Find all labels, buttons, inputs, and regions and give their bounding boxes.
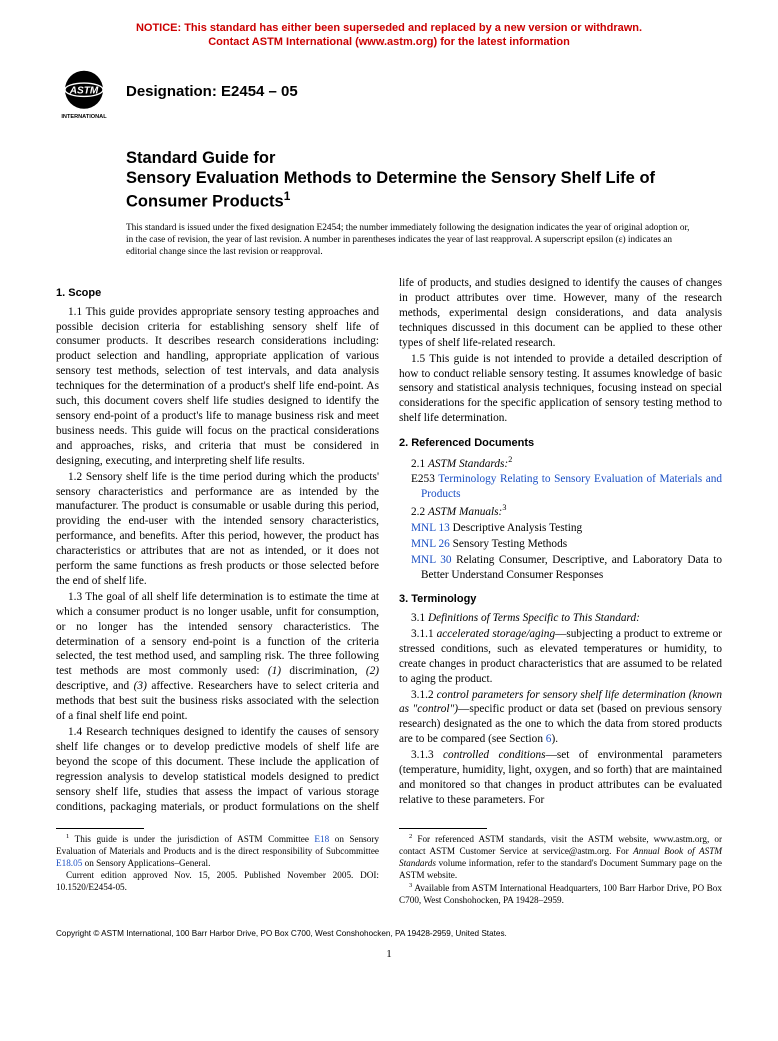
notice-line-2: Contact ASTM International (www.astm.org… <box>208 36 570 48</box>
document-page: NOTICE: This standard has either been su… <box>0 0 778 980</box>
footnotes-row: 1 This guide is under the jurisdiction o… <box>56 814 722 907</box>
notice-banner: NOTICE: This standard has either been su… <box>56 22 722 50</box>
footnote-rule-left <box>56 828 144 829</box>
title-pre: Standard Guide for <box>126 148 722 169</box>
para-1-1: 1.1 This guide provides appropriate sens… <box>56 305 379 469</box>
footnote-2: 2 For referenced ASTM standards, visit t… <box>399 833 722 882</box>
refdocs-heading: 2. Referenced Documents <box>399 436 722 451</box>
copyright-line: Copyright © ASTM International, 100 Barr… <box>56 929 722 938</box>
footnotes-left: 1 This guide is under the jurisdiction o… <box>56 814 379 907</box>
term-3-1-1: 3.1.1 accelerated storage/aging—subjecti… <box>399 627 722 687</box>
title-block: Standard Guide for Sensory Evaluation Me… <box>126 148 722 212</box>
logo-top-text: ASTM <box>69 85 99 96</box>
designation: Designation: E2454 – 05 <box>126 83 298 100</box>
link-mnl13[interactable]: MNL 13 <box>411 522 450 534</box>
refdocs-2-2: 2.2 ASTM Manuals:3 <box>399 503 722 520</box>
notice-line-1: NOTICE: This standard has either been su… <box>136 22 642 34</box>
terminology-heading: 3. Terminology <box>399 592 722 607</box>
term-3-1-2: 3.1.2 control parameters for sensory she… <box>399 688 722 748</box>
scope-heading: 1. Scope <box>56 286 379 301</box>
term-3-1-3: 3.1.3 controlled conditions—set of envir… <box>399 748 722 808</box>
para-1-2: 1.2 Sensory shelf life is the time perio… <box>56 470 379 589</box>
term-3-1: 3.1 Definitions of Terms Specific to Thi… <box>399 611 722 626</box>
link-mnl30[interactable]: MNL 30 <box>411 554 452 566</box>
header-row: ASTM INTERNATIONAL Designation: E2454 – … <box>56 64 722 120</box>
body-columns: 1. Scope 1.1 This guide provides appropr… <box>56 276 722 814</box>
logo-bottom-text: INTERNATIONAL <box>61 113 107 119</box>
footnotes-right: 2 For referenced ASTM standards, visit t… <box>399 814 722 907</box>
ref-mnl13: MNL 13 Descriptive Analysis Testing <box>421 521 722 536</box>
page-number: 1 <box>56 948 722 960</box>
ref-mnl30: MNL 30 Relating Consumer, Descriptive, a… <box>421 553 722 583</box>
ref-mnl26: MNL 26 Sensory Testing Methods <box>421 537 722 552</box>
title-main: Sensory Evaluation Methods to Determine … <box>126 168 722 212</box>
footnote-1b: Current edition approved Nov. 15, 2005. … <box>56 870 379 894</box>
ref-e253: E253 Terminology Relating to Sensory Eva… <box>421 472 722 502</box>
para-1-5: 1.5 This guide is not intended to provid… <box>399 352 722 427</box>
footnote-rule-right <box>399 828 487 829</box>
title-footnote-ref: 1 <box>284 189 291 203</box>
issuance-note: This standard is issued under the fixed … <box>126 222 692 258</box>
footnote-1: 1 This guide is under the jurisdiction o… <box>56 833 379 870</box>
link-mnl26[interactable]: MNL 26 <box>411 538 450 550</box>
link-e253[interactable]: Terminology Relating to Sensory Evaluati… <box>421 473 722 500</box>
footnote-3: 3 Available from ASTM International Head… <box>399 882 722 907</box>
refdocs-2-1: 2.1 ASTM Standards:2 <box>399 455 722 472</box>
link-e18-05[interactable]: E18.05 <box>56 858 82 868</box>
link-e18[interactable]: E18 <box>314 835 329 845</box>
astm-logo: ASTM INTERNATIONAL <box>56 64 112 120</box>
para-1-3: 1.3 The goal of all shelf life determina… <box>56 590 379 724</box>
